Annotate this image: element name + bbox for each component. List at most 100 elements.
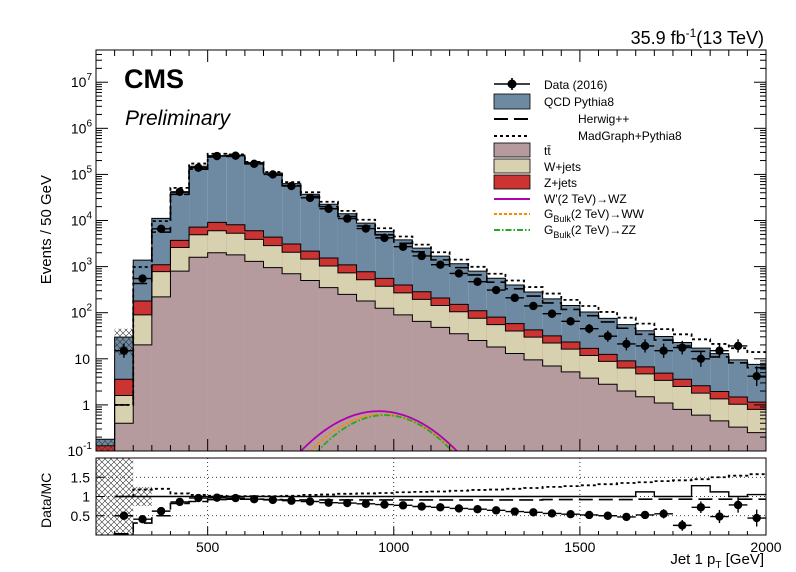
ratio-data-point xyxy=(361,499,371,509)
stack-bar-ttbar xyxy=(393,314,413,451)
data-point xyxy=(640,341,650,351)
ratio-data-point xyxy=(491,506,501,515)
data-point xyxy=(491,285,501,295)
stack-bar-ttbar xyxy=(691,415,711,451)
ratio-data-point xyxy=(622,512,631,522)
data-point xyxy=(249,159,259,168)
y-tick-label: 105 xyxy=(71,164,93,182)
stack-bar-ttbar xyxy=(207,252,227,451)
svg-text:QCD Pythia8: QCD Pythia8 xyxy=(544,95,614,109)
ratio-data-point xyxy=(529,508,538,517)
stack-outline-zjets xyxy=(96,221,766,447)
ratio-data-point xyxy=(156,506,166,516)
y-tick-label: 10 xyxy=(74,351,90,367)
ratio-data-point xyxy=(324,498,333,507)
data-point xyxy=(231,151,240,160)
ratio-data-point xyxy=(715,512,724,521)
stack-bar-ttbar xyxy=(710,420,729,451)
legend-entry-gbulk-zz: GBulk(2 TeV)→ZZ xyxy=(494,223,636,240)
x-tick-label: 2000 xyxy=(750,539,781,555)
ratio-data-point xyxy=(696,503,706,512)
ratio-data-point xyxy=(287,496,296,505)
ratio-data-point xyxy=(473,505,482,514)
y-tick-label: 106 xyxy=(71,118,93,136)
ratio-data-point xyxy=(398,501,408,510)
stack-bar-ttbar xyxy=(337,294,357,451)
svg-text:tt̄: tt̄ xyxy=(544,144,551,158)
stack-bar-ttbar xyxy=(133,344,152,451)
y-tick-label: 102 xyxy=(71,303,93,321)
stack-bar-ttbar xyxy=(263,267,283,451)
stack-bar-ttbar xyxy=(356,300,376,451)
data-point xyxy=(696,354,706,364)
x-axis-title: Jet 1 pT [GeV] xyxy=(670,551,764,571)
data-point xyxy=(156,224,166,234)
stack-bar-ttbar xyxy=(617,391,636,451)
y-tick-label: 1 xyxy=(82,397,90,413)
legend-entry-wjets: W+jets xyxy=(493,158,581,174)
data-point xyxy=(752,371,761,381)
ratio-data-point xyxy=(566,510,575,519)
ratio-data-point xyxy=(305,497,315,506)
y-axis-title: Events / 50 GeV xyxy=(38,175,55,284)
ratio-data-point xyxy=(343,498,352,508)
data-point xyxy=(305,193,315,203)
stack-bar-ttbar xyxy=(431,327,450,451)
ratio-y-tick-label: 1.5 xyxy=(71,469,91,485)
y-tick-label: 107 xyxy=(71,72,93,90)
data-point xyxy=(603,331,613,341)
stack-bar-ttbar xyxy=(151,296,171,451)
data-point xyxy=(212,151,222,161)
ratio-pad: 0.5 1 1.5 500 1000 1500 2000 Data/MC xyxy=(38,457,782,555)
mc-uncertainty-band xyxy=(96,440,115,451)
legend-entry-wprime: W'(2 TeV)→WZ xyxy=(494,192,627,206)
data-point xyxy=(473,277,482,286)
main-pad: 10-1 1 10 102 103 104 105 106 107 CMS Preliminar… xyxy=(38,49,767,459)
svg-text:W+jets: W+jets xyxy=(544,160,581,174)
stack-bar-ttbar xyxy=(747,432,766,451)
data-point xyxy=(436,260,445,269)
svg-text:MadGraph+Pythia8: MadGraph+Pythia8 xyxy=(578,129,682,143)
x-tick-label: 1500 xyxy=(564,539,595,555)
ratio-data-point xyxy=(175,497,184,507)
x-tick-label: 500 xyxy=(196,539,220,555)
data-point xyxy=(584,324,594,333)
stack-outline-ttbar xyxy=(114,252,766,451)
ratio-data-point xyxy=(138,515,147,524)
ratio-data-point xyxy=(268,495,278,505)
data-point xyxy=(138,274,147,283)
stack-bar-ttbar xyxy=(412,321,431,451)
ratio-data-point xyxy=(380,500,389,509)
ratio-y-tick-label: 0.5 xyxy=(71,508,91,524)
ratio-data-point xyxy=(733,500,743,510)
stack-bar-ttbar xyxy=(244,261,264,451)
stack-bar-ttbar xyxy=(114,423,134,451)
data-point xyxy=(678,343,687,352)
data-point xyxy=(566,317,575,326)
data-point xyxy=(733,341,743,351)
data-point xyxy=(398,242,408,251)
ratio-data-point xyxy=(659,509,668,519)
data-point xyxy=(268,170,278,179)
legend-entry-zjets: Z+jets xyxy=(493,174,577,190)
stack-bar-ttbar xyxy=(449,333,469,451)
data-point xyxy=(417,251,426,261)
ratio-data-point xyxy=(436,503,445,512)
signal-gbulk-ww xyxy=(309,413,455,451)
ratio-data-point xyxy=(510,507,519,516)
legend-entry-qcd: QCD Pythia8 xyxy=(493,93,614,110)
ratio-data-point xyxy=(249,494,259,504)
stack-bar-ttbar xyxy=(319,287,338,451)
data-point xyxy=(547,309,557,318)
data-point xyxy=(361,224,371,233)
stack-outline-wjets xyxy=(96,230,766,451)
stack-bar-ttbar xyxy=(728,427,748,451)
ratio-data-point xyxy=(603,511,613,520)
stack-bar-ttbar xyxy=(468,340,487,451)
svg-text:Herwig++: Herwig++ xyxy=(578,112,629,126)
ratio-data-point xyxy=(231,493,240,503)
ratio-data-point xyxy=(454,504,464,513)
svg-text:Z+jets: Z+jets xyxy=(544,176,577,190)
signal-gbulk-zz xyxy=(316,414,454,451)
